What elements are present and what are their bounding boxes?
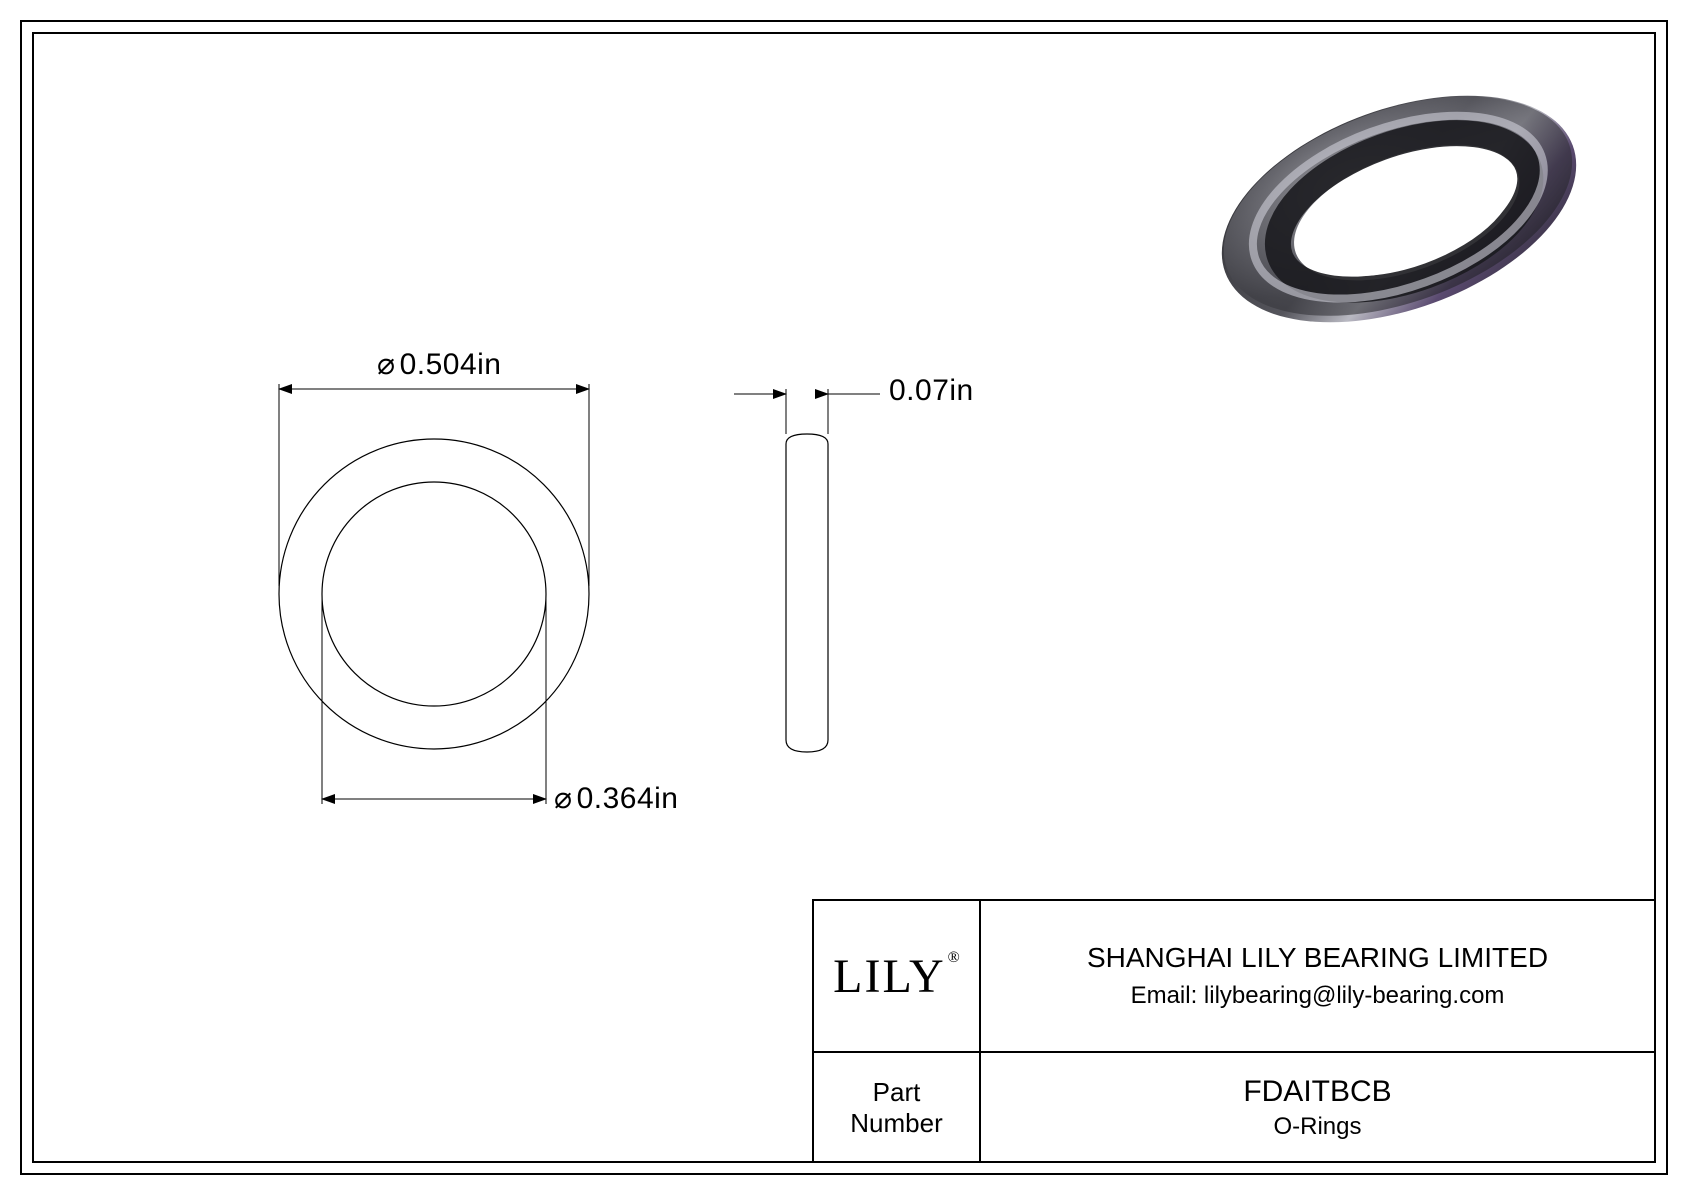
outer-diameter-label: 0.504in — [377, 347, 502, 382]
title-block-row-company: LILY® SHANGHAI LILY BEARING LIMITED Emai… — [814, 901, 1654, 1053]
company-logo: LILY® — [814, 901, 981, 1051]
part-number-label: Part Number — [814, 1053, 981, 1163]
part-number-label-text: Part Number — [850, 1077, 942, 1139]
company-info: SHANGHAI LILY BEARING LIMITED Email: lil… — [981, 901, 1654, 1051]
part-description: O-Rings — [1273, 1113, 1361, 1141]
oring-3d-render — [1184, 69, 1614, 349]
company-name: SHANGHAI LILY BEARING LIMITED — [1087, 942, 1548, 974]
company-email: Email: lilybearing@lily-bearing.com — [1131, 982, 1505, 1010]
thickness-label: 0.07in — [889, 374, 974, 408]
part-number: FDAITBCB — [1243, 1075, 1391, 1109]
inner-diameter-label: 0.364in — [554, 781, 679, 816]
title-block-row-part: Part Number FDAITBCB O-Rings — [814, 1053, 1654, 1163]
title-block: LILY® SHANGHAI LILY BEARING LIMITED Emai… — [812, 899, 1654, 1161]
drawing-sheet: 0.504in 0.364in 0.07in — [20, 20, 1668, 1175]
drawing-frame: 0.504in 0.364in 0.07in — [32, 32, 1656, 1163]
logo-registered: ® — [948, 949, 962, 967]
logo-text: LILY — [833, 949, 945, 1004]
part-info: FDAITBCB O-Rings — [981, 1053, 1654, 1163]
